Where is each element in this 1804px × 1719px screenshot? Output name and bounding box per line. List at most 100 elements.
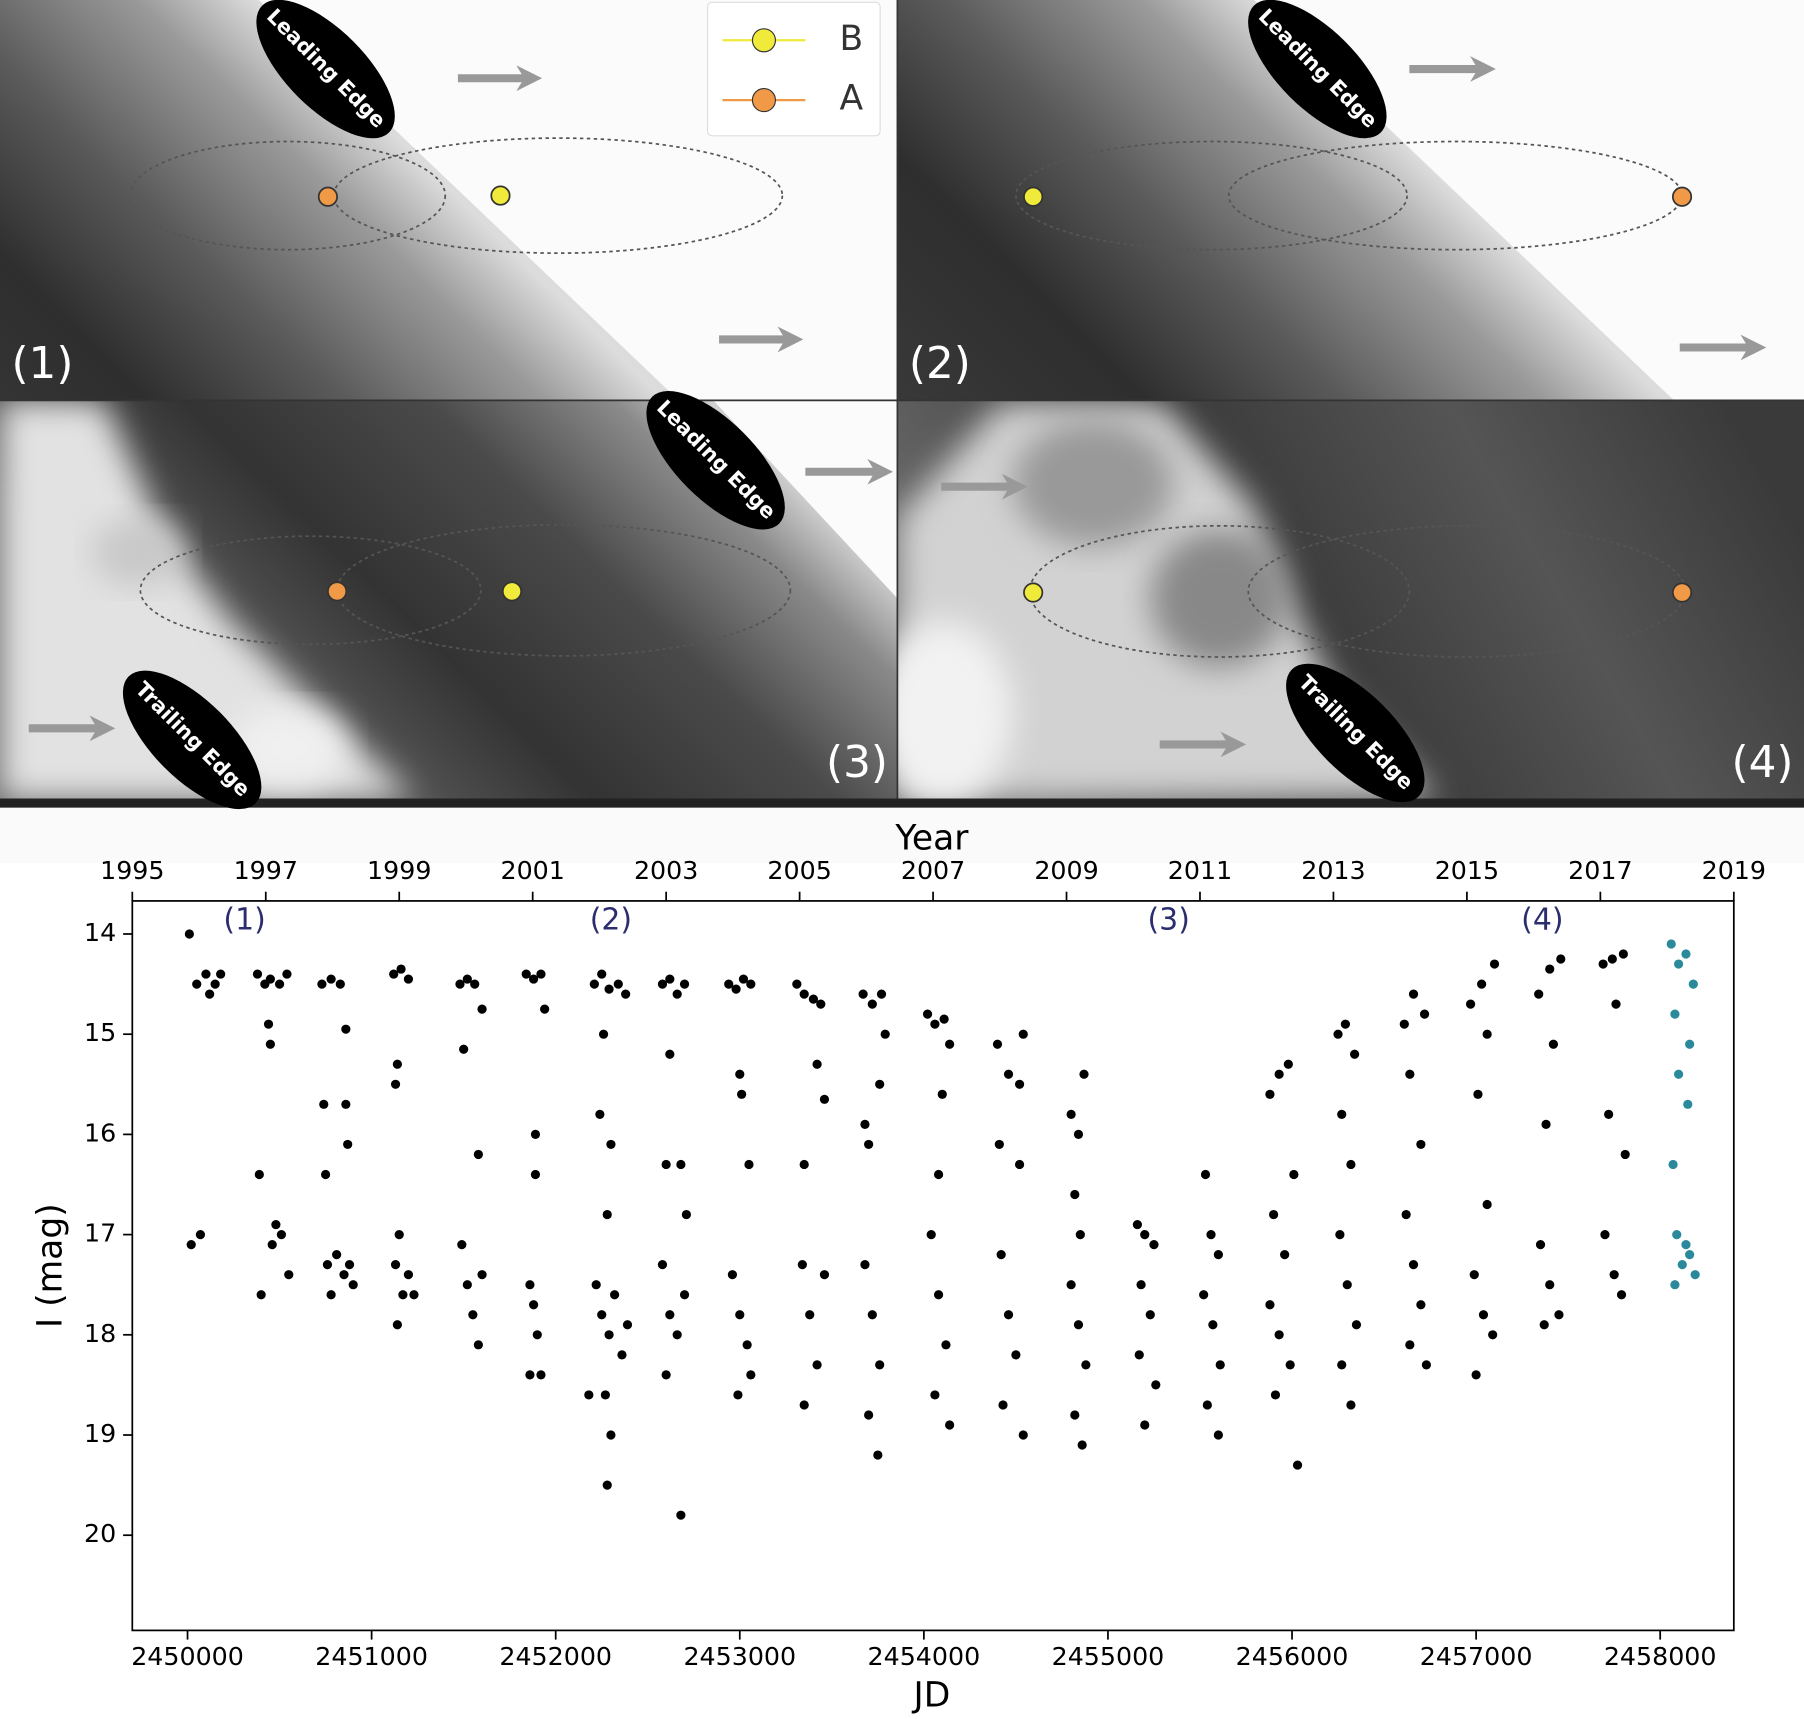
star: [1671, 186, 1693, 207]
data-point: [622, 1320, 633, 1330]
x2-tick-label: 1999: [367, 856, 431, 885]
data-point: [1465, 999, 1476, 1009]
panel-backgrounds: [0, 0, 1804, 808]
data-point: [265, 1039, 275, 1049]
x-tick-label: 2450000: [131, 1642, 244, 1671]
data-point: [186, 1240, 196, 1250]
data-point: [1604, 1109, 1614, 1119]
data-point: [1270, 1390, 1281, 1400]
data-point: [665, 1310, 675, 1320]
data-point: [672, 989, 682, 999]
data-point: [1399, 1019, 1409, 1029]
data-point: [525, 1370, 535, 1380]
edge-badge: [1286, 663, 1425, 803]
data-point: [252, 969, 263, 979]
data-point: [733, 1390, 743, 1400]
x2-tick-label: 2015: [1435, 856, 1499, 885]
data-point: [1274, 1069, 1284, 1079]
data-point: [657, 979, 668, 989]
data-point: [864, 1410, 874, 1420]
data-point: [1337, 1109, 1347, 1119]
data-point: [1333, 1029, 1343, 1039]
data-point: [613, 979, 623, 989]
data-point: [468, 1310, 478, 1320]
data-point: [284, 1270, 294, 1280]
data-point: [738, 974, 749, 984]
data-point: [1539, 1320, 1549, 1330]
data-point: [937, 1089, 947, 1099]
panel-label: (3): [826, 737, 888, 788]
data-point: [941, 1340, 951, 1350]
data-point: [792, 979, 802, 989]
data-point: [1616, 1290, 1627, 1300]
data-point: [389, 969, 399, 979]
data-point: [459, 1044, 469, 1054]
data-point: [1607, 954, 1617, 964]
data-point: [604, 984, 614, 994]
data-point: [1077, 1440, 1087, 1450]
data-point: [332, 1250, 342, 1260]
data-point: [398, 1290, 408, 1300]
data-point: [1003, 1310, 1014, 1320]
data-point: [256, 1290, 266, 1300]
data-point: [1545, 1280, 1555, 1290]
data-point: [1482, 1029, 1492, 1039]
orbit: [336, 523, 792, 657]
annotation: (2): [590, 902, 632, 937]
data-point: [1673, 959, 1684, 969]
data-point: [210, 979, 220, 989]
data-point: [1018, 1029, 1028, 1039]
y-tick-label: 20: [84, 1519, 116, 1548]
data-point: [1269, 1209, 1279, 1220]
data-point: [597, 969, 607, 979]
data-point: [1618, 949, 1628, 959]
data-point: [1690, 1270, 1700, 1280]
data-point: [595, 1109, 605, 1119]
data-point: [1611, 999, 1621, 1009]
data-point: [282, 969, 292, 979]
data-point: [875, 1079, 885, 1089]
x-tick-label: 2451000: [315, 1642, 428, 1671]
data-point: [1408, 1260, 1419, 1270]
data-point: [880, 1029, 890, 1039]
data-point: [1401, 1209, 1411, 1220]
data-point: [1541, 1119, 1551, 1129]
data-point: [1535, 1240, 1546, 1250]
data-point: [672, 1330, 682, 1340]
data-point: [1292, 1460, 1303, 1470]
data-point: [343, 1139, 353, 1150]
data-point: [392, 1059, 402, 1069]
data-point: [1488, 1330, 1498, 1340]
data-point: [926, 1229, 936, 1240]
data-point: [1132, 1219, 1142, 1230]
data-point: [529, 974, 539, 984]
orbit: [332, 137, 784, 254]
data-point: [1685, 1039, 1695, 1049]
data-point: [1478, 1310, 1489, 1320]
data-point: [812, 1059, 822, 1069]
data-point: [665, 1049, 675, 1059]
data-point: [320, 1169, 331, 1180]
annotation: (1): [223, 902, 265, 937]
data-point: [735, 1069, 745, 1079]
panel-label: (4): [1732, 737, 1794, 788]
data-point: [276, 1229, 287, 1240]
data-point: [867, 999, 877, 1009]
data-point: [746, 979, 756, 989]
data-point: [661, 1159, 671, 1170]
star: [1023, 582, 1044, 603]
data-point: [816, 999, 826, 1009]
data-point: [1477, 979, 1487, 989]
data-point: [661, 1370, 671, 1380]
data-point: [808, 994, 819, 1004]
data-point: [1405, 1069, 1415, 1079]
data-point: [860, 1119, 870, 1129]
data-point: [1145, 1310, 1155, 1320]
data-point: [1066, 1109, 1076, 1119]
x2-tick-label: 1995: [100, 856, 164, 885]
data-point: [192, 979, 202, 989]
data-point: [525, 1280, 535, 1290]
data-point: [462, 974, 472, 984]
panel-label: (2): [909, 338, 971, 389]
data-point: [1421, 1360, 1432, 1370]
